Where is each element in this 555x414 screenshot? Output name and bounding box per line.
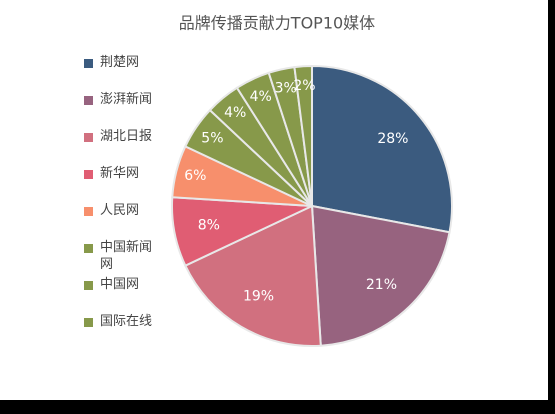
legend-swatch	[84, 318, 93, 327]
legend: 荆楚网澎湃新闻湖北日报新华网人民网中国新闻网中国网国际在线	[84, 54, 174, 350]
slice-label: 4%	[250, 89, 272, 105]
legend-swatch	[84, 96, 93, 105]
slice-label: 4%	[224, 105, 246, 121]
legend-label: 湖北日报	[100, 129, 153, 144]
legend-label: 中国新闻网	[100, 240, 153, 272]
legend-swatch	[84, 244, 93, 253]
legend-item: 国际在线	[84, 313, 174, 350]
legend-swatch	[84, 59, 93, 68]
legend-item: 中国网	[84, 276, 174, 313]
legend-swatch	[84, 207, 93, 216]
legend-label: 澎湃新闻	[100, 92, 153, 107]
chart: 品牌传播贡献力TOP10媒体 28%21%19%8%6%5%4%4%3%2%	[171, 14, 453, 347]
pie-slice	[310, 204, 451, 347]
legend-label: 国际在线	[100, 314, 153, 329]
pie-slice	[311, 64, 453, 234]
legend-label: 新华网	[100, 166, 140, 181]
legend-label: 荆楚网	[100, 55, 140, 70]
legend-swatch	[84, 281, 93, 290]
slice-label: 5%	[201, 130, 223, 146]
chart-card: 品牌传播贡献力TOP10媒体 28% 21% 19% 8% 6% 5% 4% 4% 3% 2% 荆…	[0, 0, 548, 400]
legend-label: 人民网	[100, 203, 140, 218]
legend-item: 澎湃新闻	[84, 91, 174, 128]
slice-label: 3%	[275, 80, 297, 96]
legend-swatch	[84, 170, 93, 179]
legend-item: 湖北日报	[84, 128, 174, 165]
slice-label: 6%	[184, 168, 206, 184]
legend-item: 人民网	[84, 202, 174, 239]
chart-title: 品牌传播贡献力TOP10媒体	[179, 14, 375, 33]
slice-label: 21%	[366, 277, 397, 293]
legend-label: 中国网	[100, 277, 140, 292]
legend-item: 荆楚网	[84, 54, 174, 91]
slice-label: 19%	[243, 288, 274, 304]
legend-item: 新华网	[84, 165, 174, 202]
slice-label: 8%	[198, 218, 220, 234]
pie-slice	[183, 204, 322, 347]
legend-swatch	[84, 133, 93, 142]
pie-slice	[293, 64, 313, 207]
slice-label: 28%	[377, 131, 408, 147]
slice-label: 2%	[293, 78, 315, 94]
legend-item: 中国新闻网	[84, 239, 174, 276]
